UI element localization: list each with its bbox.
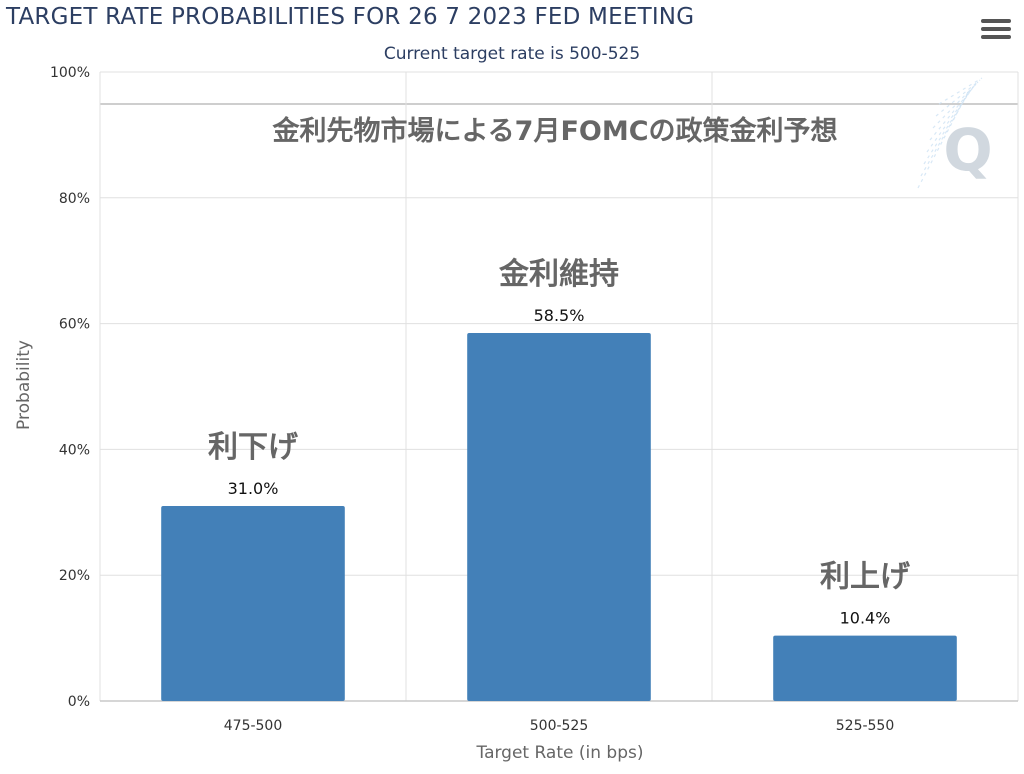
menu-icon[interactable] (981, 19, 1011, 43)
chart-subtitle: Current target rate is 500-525 (383, 44, 641, 64)
data-labels: 31.0% 利下げ 58.5% 金利維持 10.4% 利上げ (208, 257, 911, 628)
watermark-streak (938, 77, 983, 105)
annotation-label: 利上げ (820, 560, 911, 595)
watermark-streak (929, 83, 977, 141)
x-tick-label: 525-550 (836, 718, 895, 734)
watermark-streak (920, 89, 971, 177)
chart-heading: 金利先物市場による7月FOMCの政策金利予想 (271, 115, 837, 147)
bar-475-500 (161, 506, 345, 701)
annotation-label: 金利維持 (498, 257, 619, 292)
bars (161, 333, 957, 701)
y-tick-label: 80% (59, 191, 90, 207)
bar-500-525 (467, 333, 651, 701)
bar-525-550 (773, 635, 957, 701)
watermark-streak (923, 87, 973, 165)
chart-title: TARGET RATE PROBABILITIES FOR 26 7 2023 … (6, 4, 695, 30)
annotation-label: 利下げ (208, 430, 299, 465)
watermark-streak (935, 79, 981, 117)
y-axis-ticks: 0% 20% 40% 60% 80% 100% (50, 65, 90, 710)
y-tick-label: 20% (59, 568, 90, 584)
watermark-letter: Q (943, 116, 992, 184)
x-tick-label: 475-500 (224, 718, 283, 734)
data-label: 58.5% (534, 306, 585, 325)
x-axis-ticks: 475-500 500-525 525-550 (224, 718, 895, 734)
y-tick-label: 40% (59, 442, 90, 458)
data-label: 31.0% (228, 479, 279, 498)
y-axis-title: Probability (14, 340, 34, 430)
watermark-logo: Q (917, 77, 993, 189)
y-tick-label: 100% (50, 65, 90, 81)
y-tick-label: 60% (59, 317, 90, 333)
data-label: 10.4% (840, 609, 891, 628)
x-axis-title: Target Rate (in bps) (476, 743, 644, 763)
y-tick-label: 0% (68, 694, 90, 710)
x-tick-label: 500-525 (530, 718, 589, 734)
